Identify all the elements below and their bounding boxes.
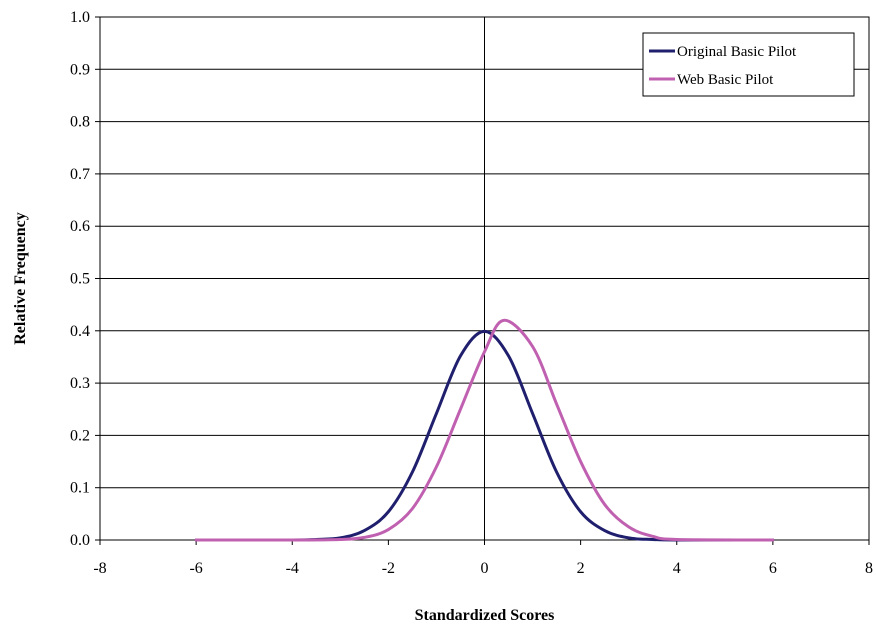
legend: Original Basic Pilot Web Basic Pilot bbox=[642, 32, 855, 97]
x-tick-label: 6 bbox=[769, 560, 777, 577]
x-tick-label: 4 bbox=[673, 560, 681, 577]
y-tick-label: 0.0 bbox=[70, 532, 90, 549]
x-tick-label: -8 bbox=[93, 560, 106, 577]
series-lines bbox=[194, 318, 775, 542]
y-tick-label: 0.5 bbox=[70, 271, 90, 288]
x-tick-label: 2 bbox=[577, 560, 585, 577]
x-tick-label: -6 bbox=[189, 560, 202, 577]
y-tick-label: 1.0 bbox=[70, 9, 90, 26]
x-tick-label: 0 bbox=[481, 560, 489, 577]
axes bbox=[95, 16, 870, 545]
x-axis-title: Standardized Scores bbox=[415, 607, 555, 624]
legend-label: Web Basic Pilot bbox=[677, 72, 774, 88]
y-tick-label: 0.2 bbox=[70, 427, 90, 444]
legend-label: Original Basic Pilot bbox=[677, 44, 797, 60]
x-tick-label: -2 bbox=[382, 560, 395, 577]
y-tick-label: 0.4 bbox=[70, 323, 90, 340]
legend-box bbox=[642, 32, 855, 97]
y-tick-label: 0.7 bbox=[70, 166, 90, 183]
y-tick-label: 0.8 bbox=[70, 114, 90, 131]
y-tick-label: 0.3 bbox=[70, 375, 90, 392]
x-tick-label: 8 bbox=[865, 560, 873, 577]
y-tick-label: 0.1 bbox=[70, 480, 90, 497]
y-tick-label: 0.9 bbox=[70, 61, 90, 78]
y-axis-title: Relative Frequency bbox=[12, 212, 29, 345]
x-tick-label: -4 bbox=[286, 560, 299, 577]
tick-labels: 0.0 0.1 0.2 0.3 0.4 0.5 0.6 0.7 0.8 0.9 1.0 -8 -6 -4 -… bbox=[70, 9, 873, 577]
series-line-web-basic-pilot bbox=[194, 318, 775, 542]
y-tick-label: 0.6 bbox=[70, 218, 90, 235]
